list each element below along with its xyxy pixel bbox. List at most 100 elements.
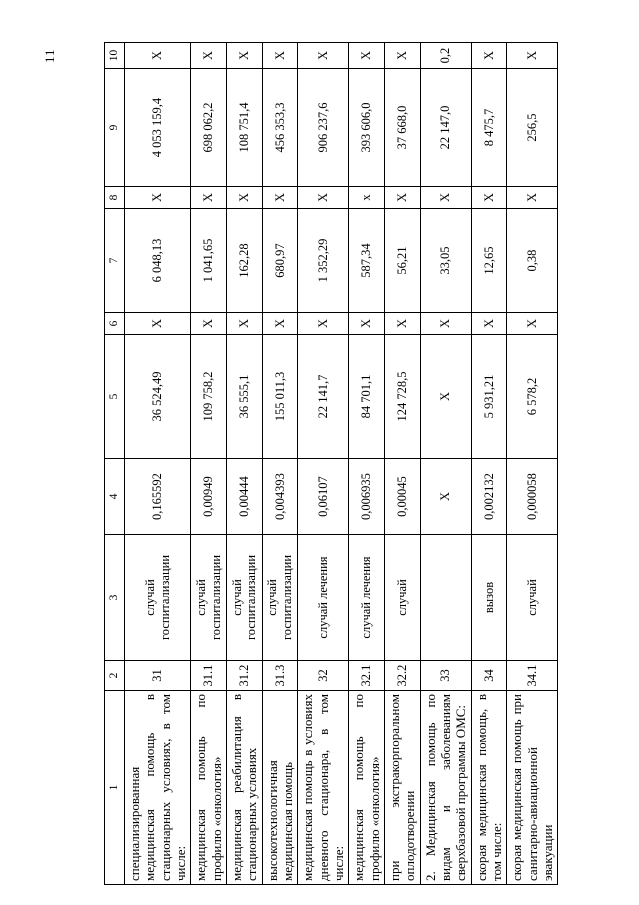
- value-cell: X: [471, 186, 507, 209]
- value-cell: X: [124, 312, 191, 335]
- column-number-header: 9: [104, 68, 125, 187]
- value-cell: 31.1: [190, 660, 227, 691]
- value-cell: X: [420, 458, 472, 535]
- value-cell: 8 475,7: [471, 68, 507, 187]
- value-cell: X: [506, 186, 558, 209]
- value-cell: 56,21: [384, 208, 421, 313]
- value-cell: 33,05: [420, 208, 472, 313]
- row-label-cell: скорая медицинская помощь при санитарно-…: [506, 690, 558, 885]
- value-cell: случай лечения: [297, 534, 349, 661]
- value-cell: X: [262, 42, 298, 69]
- column-number-header: 6: [104, 312, 125, 335]
- value-cell: X: [297, 186, 349, 209]
- value-cell: случай: [506, 534, 558, 661]
- value-cell: 22 147,0: [420, 68, 472, 187]
- value-cell: 393 606,0: [348, 68, 385, 187]
- table-row: высокотехнологичная медицинская помощь 31…: [262, 42, 298, 885]
- row-label-cell: при экстракорпоральном оплодотворении: [384, 690, 421, 885]
- value-cell: 0,00444: [226, 458, 263, 535]
- value-cell: X: [190, 312, 227, 335]
- value-cell: 22 141,7: [297, 334, 349, 459]
- column-number-header: 3: [104, 534, 125, 661]
- column-number-header: 7: [104, 208, 125, 313]
- tariff-table: 1 2 3 4 5 6 7 8 9 10 специализированная …: [104, 42, 558, 885]
- value-cell: 6 578,2: [506, 334, 558, 459]
- value-cell: X: [226, 186, 263, 209]
- value-cell: 37 668,0: [384, 68, 421, 187]
- value-cell: 5 931,21: [471, 334, 507, 459]
- value-cell: 162,28: [226, 208, 263, 313]
- row-label-cell: медицинская реабилитация в стационарных …: [226, 690, 263, 885]
- value-cell: случай лечения: [348, 534, 385, 661]
- value-cell: 256,5: [506, 68, 558, 187]
- value-cell: 31.3: [262, 660, 298, 691]
- table-row: медицинская реабилитация в стационарных …: [226, 42, 263, 885]
- value-cell: X: [297, 312, 349, 335]
- column-number-header: 5: [104, 334, 125, 459]
- value-cell: 6 048,13: [124, 208, 191, 313]
- value-cell: 31: [124, 660, 191, 691]
- value-cell: 0,38: [506, 208, 558, 313]
- table-row: при экстракорпоральном оплодотворении 32.…: [384, 42, 421, 885]
- row-label-cell: скорая медицинская помощь, в том числе:: [471, 690, 507, 885]
- value-cell: X: [190, 42, 227, 69]
- value-cell: 0,00949: [190, 458, 227, 535]
- value-cell: X: [124, 186, 191, 209]
- value-cell: X: [420, 186, 472, 209]
- value-cell: 155 011,3: [262, 334, 298, 459]
- value-cell: X: [471, 42, 507, 69]
- value-cell: 680,97: [262, 208, 298, 313]
- value-cell: 12,65: [471, 208, 507, 313]
- value-cell: случай госпитализации: [226, 534, 263, 661]
- value-cell: случай госпитализации: [262, 534, 298, 661]
- value-cell: 587,34: [348, 208, 385, 313]
- value-cell: 32.2: [384, 660, 421, 691]
- value-cell: X: [348, 42, 385, 69]
- table-row: скорая медицинская помощь при санитарно-…: [506, 42, 558, 885]
- value-cell: 698 062,2: [190, 68, 227, 187]
- row-label-cell: медицинская помощь по профилю «онкология…: [348, 690, 385, 885]
- value-cell: 124 728,5: [384, 334, 421, 459]
- value-cell: 0,165592: [124, 458, 191, 535]
- value-cell: X: [262, 312, 298, 335]
- value-cell: 456 353,3: [262, 68, 298, 187]
- value-cell: 109 758,2: [190, 334, 227, 459]
- value-cell: 1 041,65: [190, 208, 227, 313]
- value-cell: X: [262, 186, 298, 209]
- value-cell: 0,002132: [471, 458, 507, 535]
- value-cell: X: [384, 186, 421, 209]
- value-cell: 1 352,29: [297, 208, 349, 313]
- value-cell: 34.1: [506, 660, 558, 691]
- row-label-cell: медицинская помощь в условиях дневного с…: [297, 690, 349, 885]
- value-cell: 36 524,49: [124, 334, 191, 459]
- value-cell: 0,06107: [297, 458, 349, 535]
- value-cell: 32: [297, 660, 349, 691]
- column-number-header: 8: [104, 186, 125, 209]
- value-cell: X: [348, 312, 385, 335]
- value-cell: X: [471, 312, 507, 335]
- value-cell: X: [506, 42, 558, 69]
- column-number-header: 2: [104, 660, 125, 691]
- value-cell: X: [226, 42, 263, 69]
- value-cell: 36 555,1: [226, 334, 263, 459]
- table-row: медицинская помощь в условиях дневного с…: [297, 42, 349, 885]
- value-cell: X: [384, 42, 421, 69]
- table-body: специализированная медицинская помощь в …: [124, 42, 558, 885]
- value-cell: 906 237,6: [297, 68, 349, 187]
- table-header-row: 1 2 3 4 5 6 7 8 9 10: [104, 42, 125, 885]
- value-cell: X: [384, 312, 421, 335]
- value-cell: 0,000058: [506, 458, 558, 535]
- row-label-cell: специализированная медицинская помощь в …: [124, 690, 191, 885]
- table-row: медицинская помощь по профилю «онкология…: [190, 42, 227, 885]
- value-cell: 34: [471, 660, 507, 691]
- table-row: скорая медицинская помощь, в том числе: 3…: [471, 42, 507, 885]
- value-cell: 32.1: [348, 660, 385, 691]
- value-cell: 0,00045: [384, 458, 421, 535]
- page-number: 11: [42, 48, 57, 63]
- value-cell: случай госпитализации: [124, 534, 191, 661]
- value-cell: случай: [384, 534, 421, 661]
- value-cell: 84 701,1: [348, 334, 385, 459]
- value-cell: X: [420, 312, 472, 335]
- value-cell: X: [420, 334, 472, 459]
